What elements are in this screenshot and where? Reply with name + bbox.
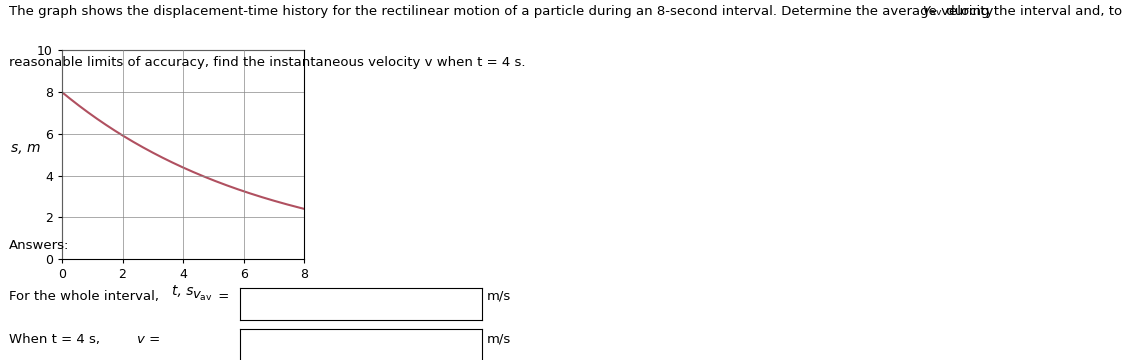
Text: m/s: m/s [487,333,512,346]
Text: m/s: m/s [487,290,512,303]
Text: When t = 4 s,: When t = 4 s, [9,333,100,346]
Text: The graph shows the displacement-time history for the rectilinear motion of a pa: The graph shows the displacement-time hi… [9,5,997,18]
Text: v =: v = [137,333,161,346]
Text: reasonable limits of accuracy, find the instantaneous velocity v when t = 4 s.: reasonable limits of accuracy, find the … [9,56,525,69]
Text: For the whole interval,: For the whole interval, [9,290,163,303]
Text: Answers:: Answers: [9,239,70,252]
Text: $v_{\mathrm{av}}$: $v_{\mathrm{av}}$ [192,290,212,303]
Text: during the interval and, to within: during the interval and, to within [942,5,1127,18]
Text: $v_{\mathrm{av}}$: $v_{\mathrm{av}}$ [922,5,942,18]
Y-axis label: s, m: s, m [11,141,41,155]
X-axis label: t, s: t, s [172,284,194,298]
Text: =: = [214,290,230,303]
